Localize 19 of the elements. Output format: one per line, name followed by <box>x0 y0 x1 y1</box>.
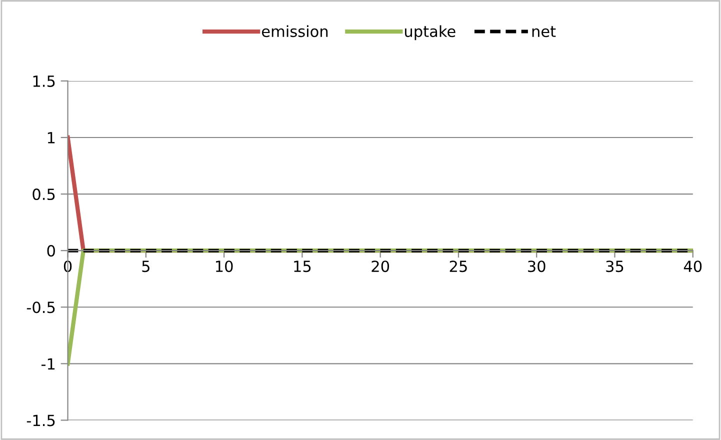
x-tick-label: 10 <box>216 260 233 272</box>
y-tick-label: 1.5 <box>33 76 55 87</box>
legend-label: uptake <box>405 25 456 40</box>
legend-label: emission <box>262 25 328 38</box>
x-tick-label: 15 <box>294 260 311 272</box>
legend-label: net <box>532 26 556 38</box>
y-tick-label: -0.5 <box>26 302 55 314</box>
x-tick-label: 25 <box>450 260 467 272</box>
y-tick-label: 0 <box>47 245 55 257</box>
y-tick-label: -1 <box>41 358 55 370</box>
y-tick-label: 1 <box>48 132 55 144</box>
x-tick-label: 35 <box>606 260 624 272</box>
x-tick-label: 40 <box>684 260 702 272</box>
y-tick-label: -1.5 <box>26 414 55 426</box>
x-tick-label: 30 <box>528 260 546 272</box>
x-tick-label: 0 <box>64 260 72 272</box>
x-tick-label: 5 <box>142 260 150 272</box>
y-tick-label: 0.5 <box>32 188 55 200</box>
x-tick-label: 20 <box>372 260 390 272</box>
